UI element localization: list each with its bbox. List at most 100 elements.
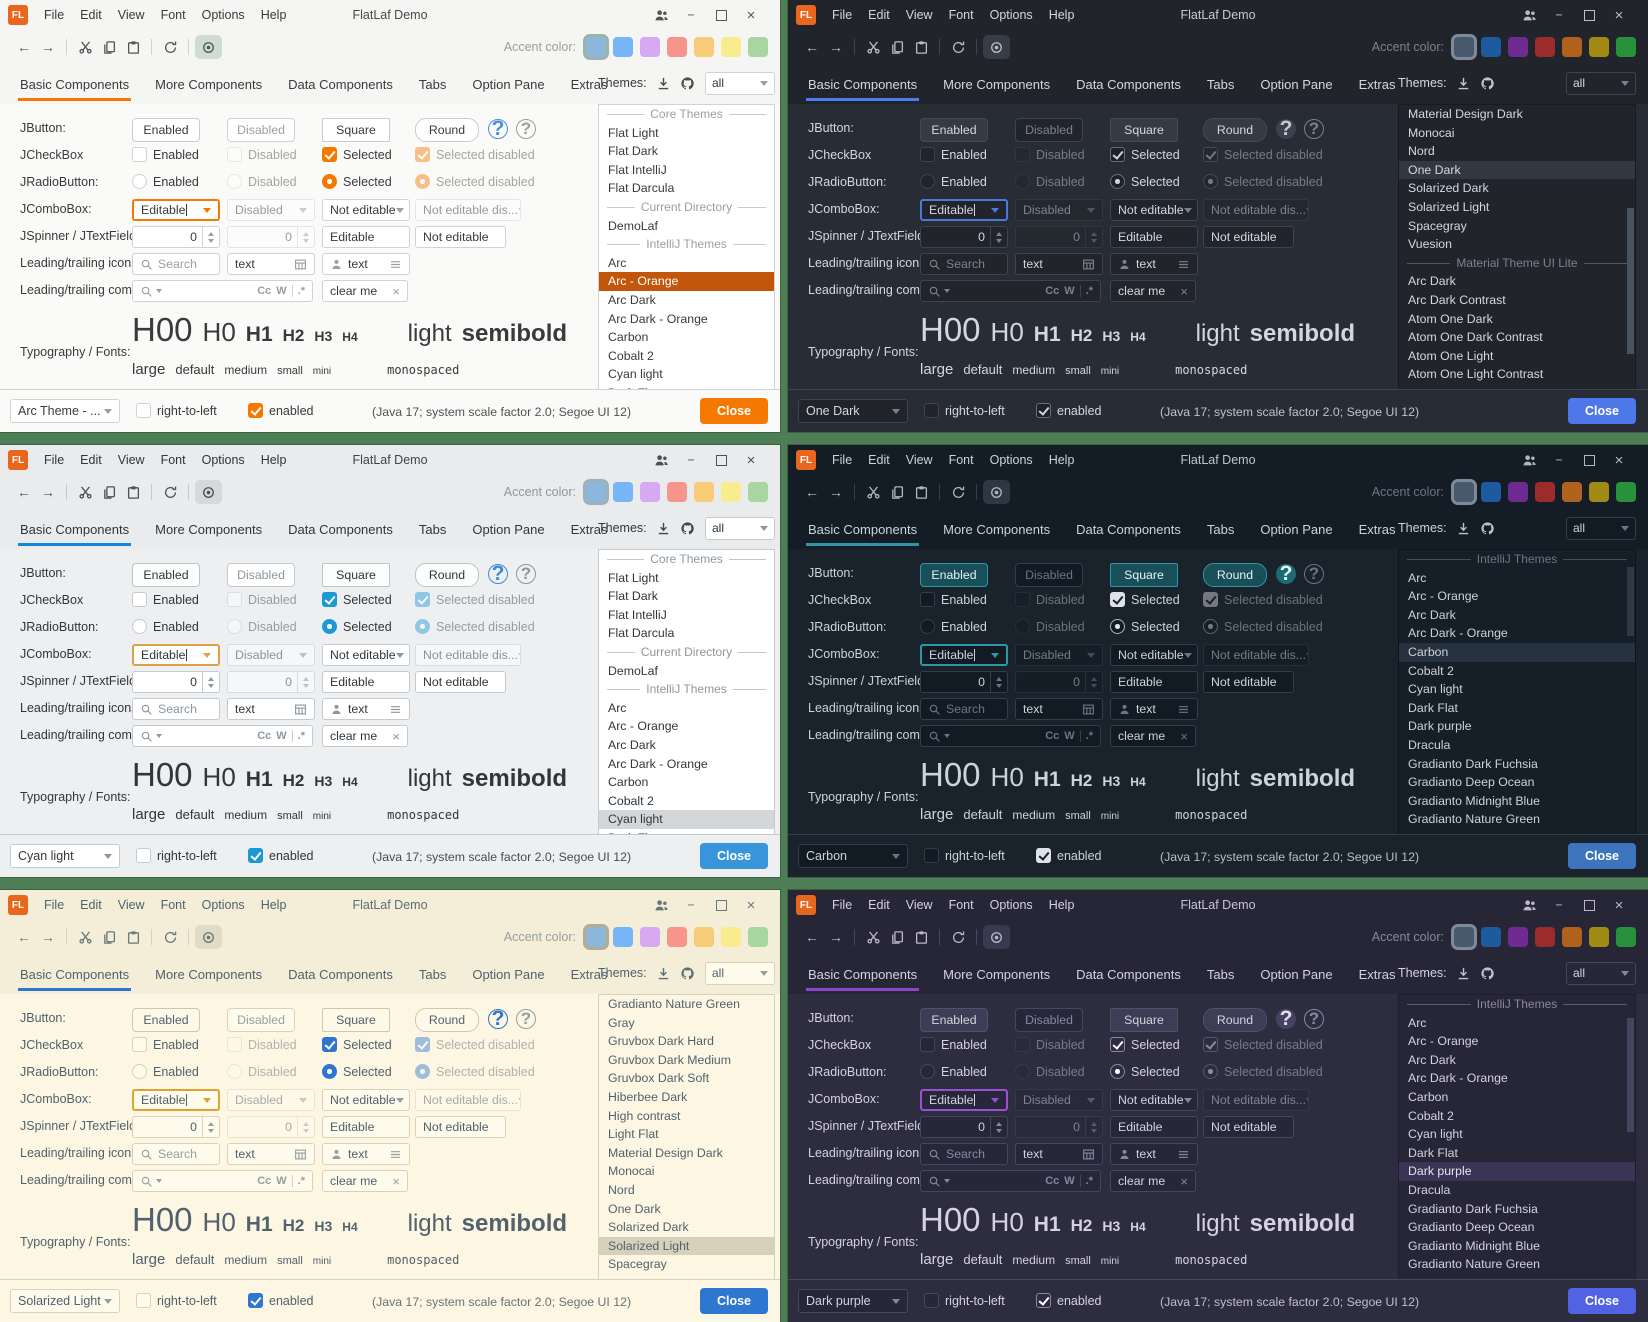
menu-help[interactable]: Help: [260, 8, 287, 22]
theme-list-item[interactable]: Atom One Dark Contrast: [1408, 330, 1543, 345]
help-button-outline[interactable]: ?: [516, 1009, 536, 1029]
forward-button[interactable]: →: [41, 484, 55, 500]
theme-switcher-select[interactable]: Dark purple: [798, 1289, 908, 1313]
accent-swatch[interactable]: [667, 37, 687, 57]
spinner-buttons[interactable]: [202, 1117, 219, 1137]
close-window-button[interactable]: ×: [1614, 451, 1624, 469]
help-button-outline[interactable]: ?: [516, 564, 536, 584]
show-hidden-toggle-button[interactable]: [195, 925, 222, 949]
theme-list-item[interactable]: Arc Dark - Orange: [608, 311, 708, 326]
calendar-grid-icon[interactable]: [1082, 703, 1095, 716]
regex-button[interactable]: .*: [1085, 1175, 1093, 1187]
tab-more-components[interactable]: More Components: [943, 521, 1051, 537]
download-icon[interactable]: [1456, 966, 1471, 981]
close-button[interactable]: Close: [700, 843, 768, 869]
theme-list-item[interactable]: Gradianto Deep Ocean: [1408, 1220, 1535, 1235]
whole-words-button[interactable]: W: [276, 1175, 287, 1187]
theme-list-item[interactable]: Arc: [608, 700, 627, 715]
calendar-grid-icon[interactable]: [294, 1148, 307, 1161]
theme-list-item[interactable]: Dark Flat: [599, 384, 774, 391]
github-icon[interactable]: [680, 76, 695, 91]
enabled-button[interactable]: Enabled: [920, 1008, 988, 1032]
users-icon[interactable]: [1514, 2, 1544, 28]
accent-swatch[interactable]: [1562, 482, 1582, 502]
download-icon[interactable]: [1456, 521, 1471, 536]
theme-list-item[interactable]: Cyan light: [608, 367, 663, 382]
theme-list-item[interactable]: One Dark: [1399, 160, 1635, 180]
theme-list-item[interactable]: Gradianto Nature Green: [1408, 812, 1540, 827]
search-field[interactable]: Search: [132, 1143, 220, 1165]
theme-list-item[interactable]: Gradianto Midnight Blue: [1408, 793, 1540, 808]
round-button[interactable]: Round: [1203, 563, 1267, 587]
close-window-button[interactable]: ×: [746, 6, 756, 24]
theme-list-item[interactable]: Material Design Dark: [1408, 107, 1523, 121]
date-field[interactable]: text: [1015, 1143, 1103, 1165]
forward-button[interactable]: →: [41, 929, 55, 945]
combobox-not-editable[interactable]: Not editable: [1110, 199, 1198, 221]
maximize-button[interactable]: [706, 447, 736, 473]
tab-data-components[interactable]: Data Components: [288, 76, 393, 92]
scrollbar-thumb[interactable]: [1627, 207, 1634, 354]
accent-swatch[interactable]: [613, 927, 633, 947]
show-hidden-toggle-button[interactable]: [983, 925, 1010, 949]
calendar-grid-icon[interactable]: [1082, 1148, 1095, 1161]
theme-list-item[interactable]: Arc Dark - Orange: [1408, 1071, 1508, 1086]
theme-list-item[interactable]: Cyan light: [1408, 1127, 1463, 1142]
menu-edit[interactable]: Edit: [868, 898, 890, 912]
enabled-checkbox[interactable]: enabled: [1036, 1293, 1102, 1308]
accent-swatch[interactable]: [613, 37, 633, 57]
theme-list-item[interactable]: Cyan light: [599, 810, 774, 829]
clear-icon[interactable]: ×: [392, 283, 400, 299]
accent-swatch[interactable]: [667, 482, 687, 502]
tab-option-pane[interactable]: Option Pane: [1260, 76, 1333, 92]
theme-list-item[interactable]: Gray: [608, 1015, 635, 1030]
help-button-outline[interactable]: ?: [1304, 119, 1324, 139]
radio-selected[interactable]: Selected: [322, 1064, 392, 1079]
theme-list-item[interactable]: Carbon: [1399, 642, 1635, 662]
theme-list-item[interactable]: Material Design Dark: [608, 1145, 723, 1160]
close-button[interactable]: Close: [700, 398, 768, 424]
theme-list-item[interactable]: Flat Light: [608, 125, 659, 140]
combobox-editable[interactable]: Editable: [920, 199, 1008, 221]
radio-enabled[interactable]: Enabled: [920, 174, 987, 189]
minimize-button[interactable]: −: [687, 898, 695, 912]
search-field[interactable]: Search: [920, 698, 1008, 720]
theme-filter-select[interactable]: all: [1566, 961, 1636, 985]
menu-file[interactable]: File: [832, 453, 853, 467]
accent-swatch[interactable]: [1589, 927, 1609, 947]
theme-list-item[interactable]: Monocai: [608, 1164, 655, 1179]
theme-list-item[interactable]: Gradianto Nature Green: [608, 997, 740, 1011]
accent-swatch[interactable]: [586, 37, 606, 57]
regex-button[interactable]: .*: [297, 285, 305, 297]
download-icon[interactable]: [1456, 76, 1471, 91]
maximize-button[interactable]: [706, 892, 736, 918]
copy-button[interactable]: [885, 925, 909, 949]
theme-switcher-select[interactable]: Arc Theme - ...: [10, 399, 120, 423]
accent-swatch[interactable]: [748, 37, 768, 57]
tab-basic-components[interactable]: Basic Components: [805, 64, 920, 104]
whole-words-button[interactable]: W: [1064, 1175, 1075, 1187]
tab-extras[interactable]: Extras: [1358, 76, 1396, 92]
tab-option-pane[interactable]: Option Pane: [472, 521, 545, 537]
theme-filter-select[interactable]: all: [1566, 71, 1636, 95]
square-button[interactable]: Square: [1110, 118, 1178, 142]
user-field[interactable]: text: [1110, 253, 1198, 275]
copy-button[interactable]: [97, 35, 121, 59]
cut-button[interactable]: [73, 925, 97, 949]
theme-switcher-select[interactable]: Carbon: [798, 844, 908, 868]
theme-list-item[interactable]: Nord: [1408, 144, 1435, 159]
theme-list-item[interactable]: Flat IntelliJ: [608, 607, 667, 622]
theme-list-item[interactable]: Arc Dark - Orange: [1408, 626, 1508, 641]
paste-button[interactable]: [121, 35, 145, 59]
copy-button[interactable]: [885, 35, 909, 59]
combobox-editable[interactable]: Editable: [132, 199, 220, 221]
textfield-editable[interactable]: Editable: [1110, 226, 1198, 248]
menu-help[interactable]: Help: [1048, 898, 1075, 912]
match-case-button[interactable]: Cc: [257, 730, 272, 742]
combobox-not-editable[interactable]: Not editable: [322, 199, 410, 221]
github-icon[interactable]: [1480, 966, 1495, 981]
theme-list-item[interactable]: Solarized Dark: [1408, 181, 1489, 196]
spinner[interactable]: 0: [132, 1116, 220, 1138]
close-button[interactable]: Close: [700, 1288, 768, 1314]
search-compound-field[interactable]: Cc W .*: [920, 725, 1101, 747]
